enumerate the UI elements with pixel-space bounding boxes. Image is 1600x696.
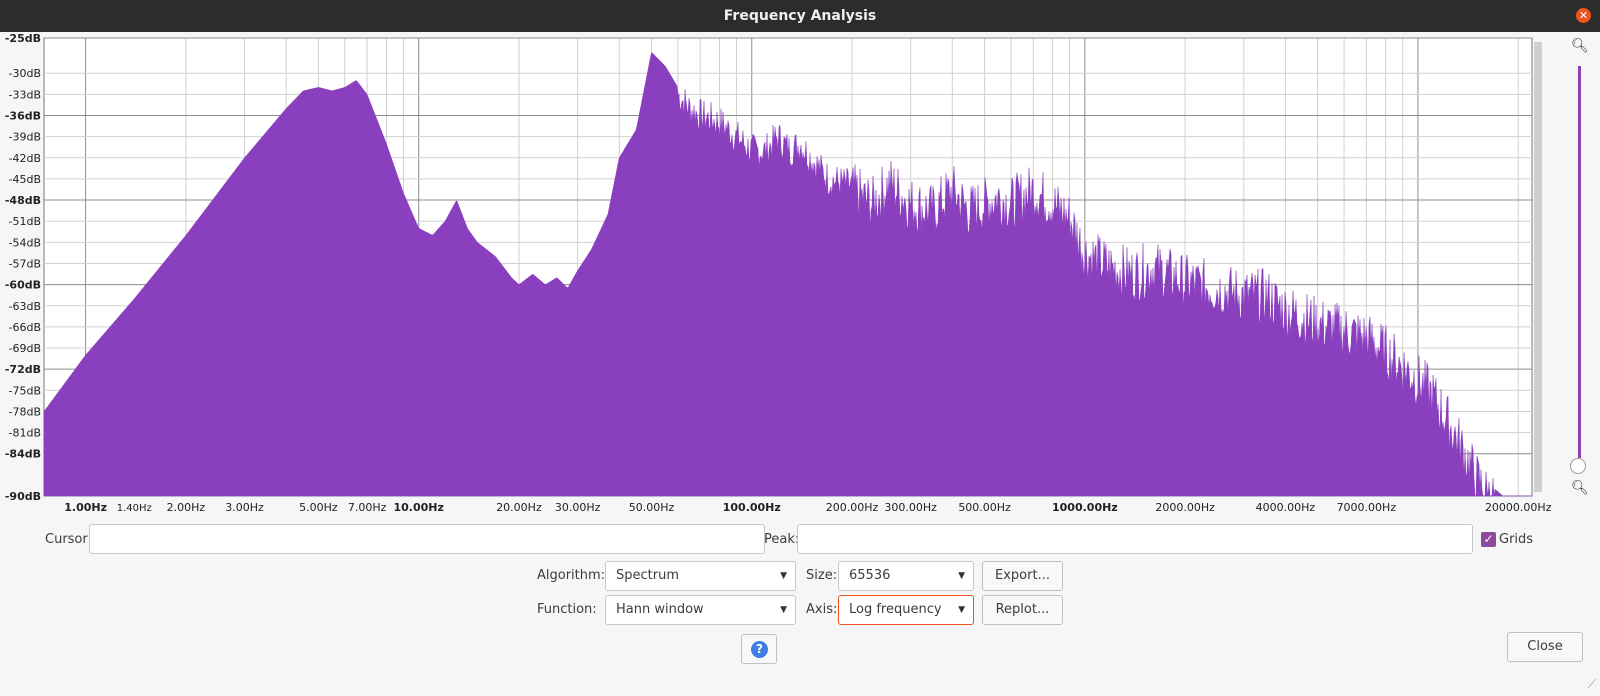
algorithm-label: Algorithm: (537, 568, 606, 583)
y-tick-label: -54dB (9, 236, 42, 249)
chevron-down-icon: ▼ (958, 571, 965, 581)
size-select[interactable]: 65536 ▼ (838, 561, 974, 591)
y-tick-label: -42dB (9, 152, 42, 165)
x-tick-label: 100.00Hz (723, 501, 781, 514)
x-tick-label: 1.40Hz (117, 503, 152, 514)
y-tick-label: -39dB (9, 131, 42, 144)
x-tick-label: 4000.00Hz (1256, 501, 1316, 514)
title-bar: Frequency Analysis ✕ (0, 0, 1600, 32)
function-select[interactable]: Hann window ▼ (605, 595, 796, 625)
axis-label: Axis: (806, 602, 838, 617)
x-tick-label: 1.00Hz (64, 501, 107, 514)
peak-field[interactable] (797, 524, 1473, 554)
peak-label: Peak: (764, 532, 800, 547)
x-tick-label: 2000.00Hz (1155, 501, 1215, 514)
y-tick-label: -33dB (9, 88, 42, 101)
replot-button[interactable]: Replot... (982, 595, 1063, 625)
help-icon: ? (751, 641, 768, 658)
spectrum-plot[interactable]: -25dB -30dB -33dB -36dB -39dB -42dB -45dB -48dB… (0, 32, 1560, 524)
export-button[interactable]: Export... (982, 561, 1063, 591)
y-tick-label: -66dB (9, 321, 42, 334)
y-tick-label: -63dB (9, 300, 42, 313)
zoom-slider-track[interactable] (1578, 66, 1581, 458)
y-tick-label: -57dB (9, 257, 42, 270)
x-tick-label: 20.00Hz (496, 501, 542, 514)
y-tick-label: -60dB (5, 279, 41, 292)
x-tick-label: 5.00Hz (299, 501, 338, 514)
y-tick-label: -36dB (5, 110, 41, 123)
x-tick-label: 500.00Hz (958, 501, 1011, 514)
function-value: Hann window (616, 602, 704, 617)
x-tick-label: 7000.00Hz (1337, 501, 1397, 514)
x-tick-label: 1000.00Hz (1052, 501, 1118, 514)
cursor-field[interactable] (89, 524, 765, 554)
y-tick-label: -48dB (5, 194, 41, 207)
spectrum-chart[interactable]: -25dB -30dB -33dB -36dB -39dB -42dB -45dB -48dB… (0, 32, 1560, 524)
help-button[interactable]: ? (741, 634, 777, 664)
y-tick-label: -84dB (5, 448, 41, 461)
x-tick-label: 300.00Hz (884, 501, 937, 514)
chevron-down-icon: ▼ (780, 571, 787, 581)
zoom-out-icon[interactable]: 🔍︎ (1571, 480, 1589, 496)
chevron-down-icon: ▼ (780, 605, 787, 615)
zoom-slider-thumb[interactable] (1570, 458, 1586, 474)
x-tick-label: 2.00Hz (167, 501, 206, 514)
spectrum-area (43, 52, 1532, 497)
y-tick-label: -72dB (5, 363, 41, 376)
algorithm-select[interactable]: Spectrum ▼ (605, 561, 796, 591)
x-tick-label: 30.00Hz (555, 501, 601, 514)
size-label: Size: (806, 568, 838, 583)
resize-grip-icon[interactable]: ⟋ (1587, 677, 1596, 691)
y-tick-label: -45dB (9, 173, 42, 186)
size-value: 65536 (849, 568, 891, 583)
y-tick-label: -51dB (9, 215, 42, 228)
close-button[interactable]: Close (1507, 632, 1583, 662)
y-tick-label: -69dB (9, 342, 42, 355)
x-tick-label: 50.00Hz (629, 501, 675, 514)
chevron-down-icon: ▼ (958, 605, 965, 615)
axis-select[interactable]: Log frequency ▼ (838, 595, 974, 625)
x-tick-label: 7.00Hz (348, 501, 387, 514)
y-tick-label: -75dB (9, 384, 42, 397)
y-tick-label: -81dB (9, 427, 42, 440)
y-tick-label: -30dB (9, 67, 42, 80)
x-tick-label: 10.00Hz (393, 501, 443, 514)
x-tick-label: 3.00Hz (225, 501, 264, 514)
window-title: Frequency Analysis (723, 8, 877, 24)
grids-checkbox[interactable]: ✓ (1481, 532, 1496, 547)
grids-label: Grids (1499, 532, 1534, 547)
x-tick-label: 200.00Hz (826, 501, 879, 514)
axis-value: Log frequency (849, 602, 942, 617)
algorithm-value: Spectrum (616, 568, 679, 583)
plot-scrollbar (1534, 42, 1542, 492)
cursor-label: Cursor: (45, 532, 92, 547)
x-tick-label: 20000.00Hz (1485, 501, 1552, 514)
y-tick-label: -90dB (5, 490, 41, 503)
close-icon[interactable]: ✕ (1576, 8, 1591, 23)
zoom-in-icon[interactable]: 🔍︎ (1571, 38, 1589, 54)
function-label: Function: (537, 602, 597, 617)
y-tick-label: -25dB (5, 32, 41, 45)
y-tick-label: -78dB (9, 405, 42, 418)
